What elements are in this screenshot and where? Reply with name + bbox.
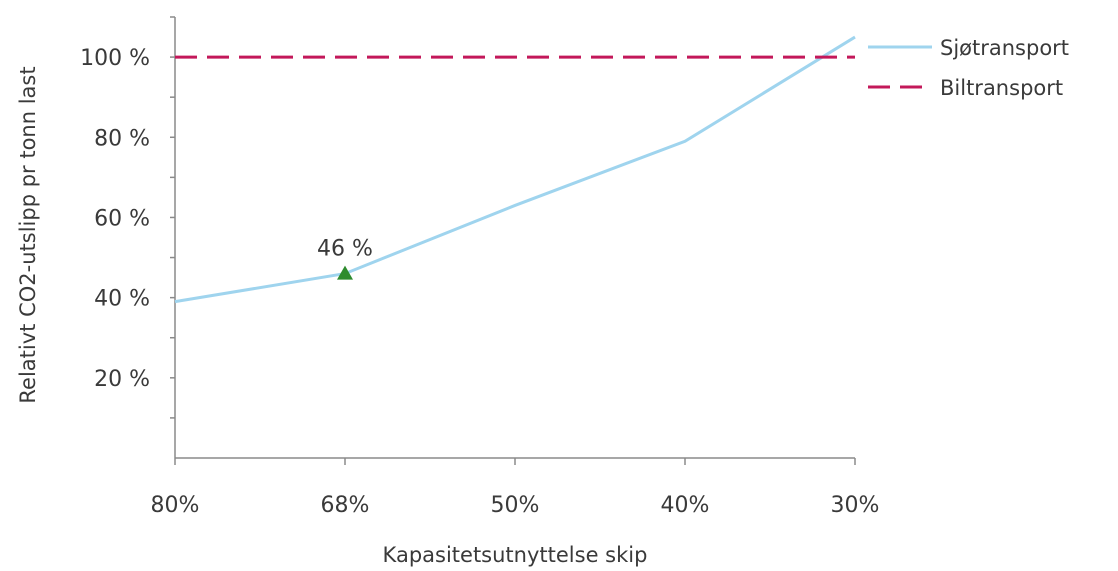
x-axis-title: Kapasitetsutnyttelse skip bbox=[383, 543, 648, 567]
x-tick-label: 40% bbox=[661, 493, 710, 518]
axes bbox=[174, 17, 855, 459]
legend-label-sjotransport: Sjøtransport bbox=[940, 36, 1069, 60]
series-line-0 bbox=[174, 35, 856, 304]
series-group bbox=[174, 35, 856, 304]
y-axis-title: Relativt CO2-utslipp pr tonn last bbox=[16, 66, 40, 403]
y-tick-group: 20 % 40 % 60 % 80 % 100 % bbox=[80, 16, 175, 419]
x-tick-label: 80% bbox=[151, 493, 200, 518]
x-tick-group: 80% 68% 50% 40% 30% bbox=[151, 458, 880, 518]
x-tick-label: 50% bbox=[491, 493, 540, 518]
annotation-triangle-marker bbox=[337, 265, 353, 280]
x-tick-label: 68% bbox=[321, 493, 370, 518]
y-tick-label: 100 % bbox=[80, 46, 150, 71]
x-tick-label: 30% bbox=[831, 493, 880, 518]
legend: Sjøtransport Biltransport bbox=[868, 36, 1069, 100]
annotation-label: 46 % bbox=[317, 237, 373, 262]
y-tick-label: 40 % bbox=[94, 287, 150, 312]
annotation-group: 46 % bbox=[317, 237, 373, 280]
y-tick-label: 20 % bbox=[94, 367, 150, 392]
legend-label-biltransport: Biltransport bbox=[940, 76, 1063, 100]
y-tick-label: 80 % bbox=[94, 126, 150, 151]
y-tick-label: 60 % bbox=[94, 206, 150, 231]
